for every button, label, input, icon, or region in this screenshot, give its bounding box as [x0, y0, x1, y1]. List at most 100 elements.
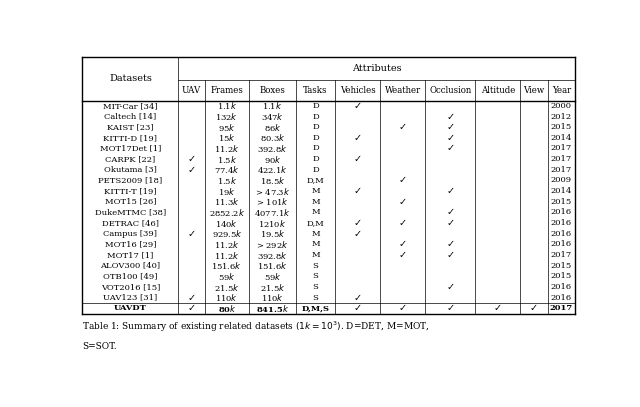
Text: 347$k$: 347$k$	[261, 111, 284, 122]
Text: MIT-Car [34]: MIT-Car [34]	[103, 102, 157, 110]
Text: KITTI-D [19]: KITTI-D [19]	[104, 134, 157, 142]
Text: KITTI-T [19]: KITTI-T [19]	[104, 187, 157, 195]
Text: 2015: 2015	[550, 198, 572, 206]
Text: Table 1: Summary of existing related datasets $(1k = 10^3)$. D=DET, M=MOT,: Table 1: Summary of existing related dat…	[83, 320, 430, 334]
Text: 2016: 2016	[551, 219, 572, 227]
Text: M: M	[311, 198, 320, 206]
Text: Caltech [14]: Caltech [14]	[104, 112, 157, 120]
Text: 392.8$k$: 392.8$k$	[257, 143, 288, 154]
Text: ✓: ✓	[446, 282, 454, 292]
Text: 59$k$: 59$k$	[264, 271, 282, 282]
Text: MOT17Det [1]: MOT17Det [1]	[100, 144, 161, 153]
Text: ✓: ✓	[188, 303, 195, 313]
Text: 15$k$: 15$k$	[218, 132, 236, 143]
Text: ✓: ✓	[399, 197, 406, 207]
Text: 18.5$k$: 18.5$k$	[260, 175, 285, 186]
Text: Campus [39]: Campus [39]	[104, 230, 157, 238]
Text: 110$k$: 110$k$	[261, 292, 284, 303]
Text: ✓: ✓	[446, 303, 454, 313]
Text: 841.5$k$: 841.5$k$	[256, 303, 289, 314]
Text: 151.6$k$: 151.6$k$	[211, 260, 243, 271]
Text: Tasks: Tasks	[303, 86, 328, 95]
Text: Boxes: Boxes	[260, 86, 285, 95]
Text: D,M: D,M	[307, 219, 324, 227]
Text: View: View	[524, 86, 545, 95]
Text: ✓: ✓	[354, 293, 362, 303]
Text: M: M	[311, 241, 320, 248]
Text: 2016: 2016	[551, 241, 572, 248]
Text: 11.3$k$: 11.3$k$	[214, 196, 240, 207]
Text: > 47.3$k$: > 47.3$k$	[255, 186, 291, 197]
Text: 19$k$: 19$k$	[218, 186, 236, 197]
Text: M: M	[311, 187, 320, 195]
Text: 2016: 2016	[551, 208, 572, 217]
Text: 1.5$k$: 1.5$k$	[217, 154, 237, 165]
Text: 2016: 2016	[551, 230, 572, 238]
Text: 21.5$k$: 21.5$k$	[260, 282, 285, 293]
Text: 11.2$k$: 11.2$k$	[214, 143, 240, 154]
Text: 1.1$k$: 1.1$k$	[217, 101, 237, 112]
Text: 95$k$: 95$k$	[218, 122, 236, 133]
Text: Datasets: Datasets	[109, 74, 152, 83]
Text: 90$k$: 90$k$	[264, 154, 282, 165]
Text: ✓: ✓	[494, 303, 502, 313]
Text: UAV: UAV	[182, 86, 201, 95]
Text: MOT17 [1]: MOT17 [1]	[107, 251, 154, 259]
Text: 11.2$k$: 11.2$k$	[214, 249, 240, 260]
Text: UAV123 [31]: UAV123 [31]	[103, 294, 157, 302]
Text: 2012: 2012	[551, 112, 572, 120]
Text: ✓: ✓	[399, 175, 406, 186]
Text: ✓: ✓	[188, 154, 195, 164]
Text: 2016: 2016	[551, 283, 572, 291]
Text: M: M	[311, 208, 320, 217]
Text: Frames: Frames	[211, 86, 243, 95]
Text: 1.1$k$: 1.1$k$	[262, 101, 283, 112]
Text: 59$k$: 59$k$	[218, 271, 236, 282]
Text: ✓: ✓	[188, 165, 195, 175]
Text: ✓: ✓	[399, 122, 406, 132]
Text: ✓: ✓	[188, 293, 195, 303]
Text: Occlusion: Occlusion	[429, 86, 471, 95]
Text: S: S	[313, 294, 319, 302]
Text: D,M,S: D,M,S	[301, 304, 330, 312]
Text: 2015: 2015	[550, 272, 572, 280]
Text: ✓: ✓	[446, 218, 454, 228]
Text: 140$k$: 140$k$	[216, 218, 239, 229]
Text: 4077.1$k$: 4077.1$k$	[254, 207, 291, 218]
Text: ✓: ✓	[446, 133, 454, 143]
Text: D: D	[312, 155, 319, 163]
Text: ✓: ✓	[399, 303, 406, 313]
Text: Year: Year	[552, 86, 571, 95]
Text: Vehicles: Vehicles	[340, 86, 376, 95]
Text: 11.2$k$: 11.2$k$	[214, 239, 240, 250]
Text: 21.5$k$: 21.5$k$	[214, 282, 240, 293]
Text: 929.5$k$: 929.5$k$	[212, 228, 243, 239]
Text: D: D	[312, 102, 319, 110]
Text: 2017: 2017	[550, 304, 573, 312]
Text: 86$k$: 86$k$	[264, 122, 282, 133]
Text: 80$k$: 80$k$	[218, 303, 236, 314]
Text: 2009: 2009	[551, 177, 572, 184]
Text: Attributes: Attributes	[352, 64, 401, 73]
Text: > 292$k$: > 292$k$	[257, 239, 289, 250]
Text: ✓: ✓	[530, 303, 538, 313]
Text: ✓: ✓	[446, 186, 454, 196]
Text: 2017: 2017	[550, 251, 572, 259]
Text: OTB100 [49]: OTB100 [49]	[103, 272, 157, 280]
Text: ✓: ✓	[446, 250, 454, 260]
Text: 2014: 2014	[550, 134, 572, 142]
Text: ✓: ✓	[446, 122, 454, 132]
Text: VOT2016 [15]: VOT2016 [15]	[100, 283, 160, 291]
Text: ✓: ✓	[446, 239, 454, 249]
Text: ✓: ✓	[188, 229, 195, 239]
Text: 132$k$: 132$k$	[216, 111, 239, 122]
Text: Weather: Weather	[385, 86, 420, 95]
Text: CARPK [22]: CARPK [22]	[105, 155, 156, 163]
Text: M: M	[311, 251, 320, 259]
Text: 392.8$k$: 392.8$k$	[257, 249, 288, 260]
Text: ✓: ✓	[399, 239, 406, 249]
Text: S: S	[313, 283, 319, 291]
Text: ✓: ✓	[354, 218, 362, 228]
Text: ✓: ✓	[399, 250, 406, 260]
Text: S: S	[313, 262, 319, 270]
